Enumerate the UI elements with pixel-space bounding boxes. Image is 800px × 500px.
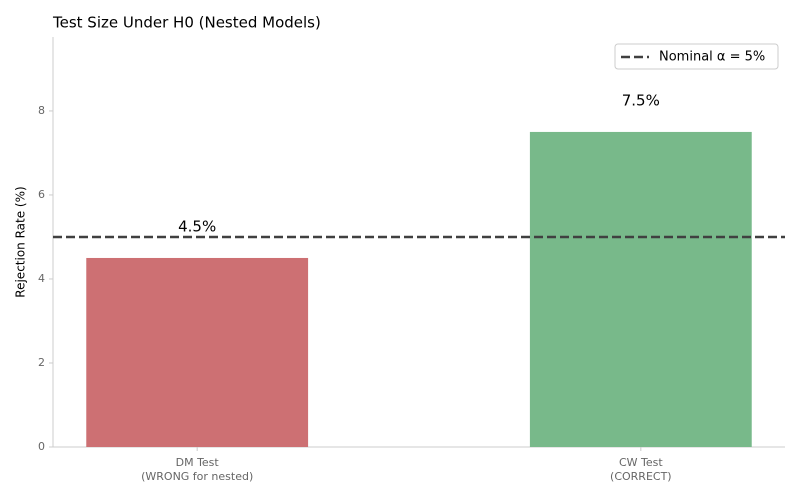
legend-box	[614, 43, 779, 70]
x-tick-label: DM Test (WRONG for nested)	[141, 456, 253, 483]
chart-title: Test Size Under H0 (Nested Models)	[52, 14, 321, 32]
legend-label: Nominal α = 5%	[659, 50, 765, 65]
y-tick-label: 0	[38, 440, 45, 453]
x-tick-label: CW Test (CORRECT)	[610, 456, 672, 483]
y-axis-label: Rejection Rate (%)	[14, 186, 28, 297]
bar	[86, 257, 309, 447]
value-label: 4.5%	[178, 217, 216, 235]
y-tick-label: 2	[38, 356, 45, 369]
y-tick-label: 6	[38, 188, 45, 201]
y-tick-label: 8	[38, 104, 45, 117]
bar	[529, 131, 752, 447]
y-tick-label: 4	[38, 272, 45, 285]
value-label: 7.5%	[622, 91, 660, 109]
